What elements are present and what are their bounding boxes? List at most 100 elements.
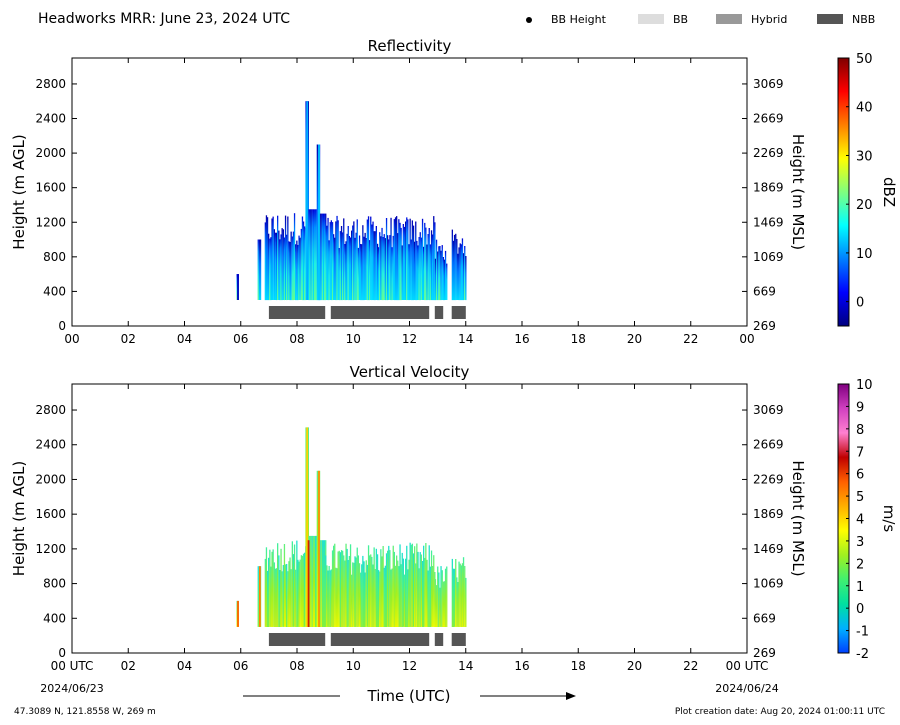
reflectivity-echo-column [393, 219, 395, 301]
velocity-echo-column [321, 540, 324, 627]
reflectivity-echo-column [399, 222, 401, 301]
reflectivity-echo-column [418, 237, 420, 301]
reflectivity-echo-column [380, 236, 382, 300]
reflectivity-y-tick-label: 1600 [35, 181, 66, 195]
velocity-x-tick-label: 00 UTC [726, 659, 769, 673]
reflectivity-echo-column [307, 101, 309, 300]
velocity-echo-column [360, 572, 362, 627]
reflectivity-echo-column [311, 209, 313, 301]
reflectivity-echo-column [439, 246, 441, 301]
date-end-label: 2024/06/24 [715, 682, 778, 695]
reflectivity-echo-column [371, 224, 373, 301]
reflectivity-y2-tick-label: 269 [753, 319, 776, 333]
reflectivity-echo-column [406, 217, 408, 301]
reflectivity-echo-column [361, 244, 363, 301]
reflectivity-colorbar-tick-label: 0 [856, 296, 864, 311]
reflectivity-echo-column [434, 258, 437, 301]
velocity-echo-column [391, 568, 393, 627]
velocity-echo-column [369, 555, 371, 627]
velocity-y2-tick-label: 1869 [753, 507, 784, 521]
velocity-echo-column [426, 559, 428, 627]
velocity-echo-column [322, 540, 325, 627]
reflectivity-echo-column [356, 219, 358, 300]
velocity-echo-column [408, 559, 410, 627]
velocity-echo-column [358, 563, 361, 627]
reflectivity-echo-column [427, 234, 429, 300]
reflectivity-echo-column [389, 235, 391, 300]
reflectivity-echo-column [375, 226, 377, 300]
velocity-echo-column [362, 555, 364, 627]
velocity-echo-column [344, 560, 346, 627]
reflectivity-x-tick-label: 08 [289, 332, 304, 346]
reflectivity-echo-column [351, 230, 353, 301]
reflectivity-echo-column [362, 225, 364, 301]
reflectivity-echo-column [415, 221, 417, 301]
velocity-nbb-bar [330, 633, 430, 646]
reflectivity-echo-column [309, 209, 311, 301]
reflectivity-echo-column [417, 245, 419, 300]
velocity-echo-column [271, 551, 273, 627]
reflectivity-echo-column [396, 216, 398, 301]
velocity-echo-column [347, 560, 349, 627]
reflectivity-echo-column [358, 235, 361, 300]
legend: BB Height BB Hybrid NBB [526, 13, 875, 26]
reflectivity-colorbar-tick-label: 10 [856, 247, 873, 262]
velocity-echo-column [357, 555, 359, 627]
reflectivity-echo-column [414, 241, 416, 300]
velocity-echo-column [446, 566, 448, 627]
velocity-echo-column [379, 571, 381, 627]
velocity-echo-column [398, 566, 400, 627]
velocity-echo-column [419, 552, 421, 627]
velocity-echo-column [266, 570, 269, 627]
legend-hybrid-label: Hybrid [751, 13, 787, 26]
reflectivity-echo-column [364, 232, 366, 300]
reflectivity-x-tick-label: 00 [64, 332, 79, 346]
velocity-y-tick-label: 2400 [35, 438, 66, 452]
reflectivity-echo-column [385, 218, 388, 301]
reflectivity-echo-column [292, 231, 295, 301]
velocity-x-tick-label: 00 UTC [51, 659, 94, 673]
reflectivity-echo-column [392, 235, 394, 300]
reflectivity-echo-column [321, 213, 324, 301]
velocity-echo-column [415, 563, 417, 627]
velocity-echo-column [428, 545, 430, 627]
velocity-echo-column [330, 569, 332, 627]
velocity-echo-column [452, 568, 455, 627]
reflectivity-echo-column [270, 237, 272, 301]
reflectivity-echo-column [296, 240, 298, 301]
velocity-echo-column [328, 566, 330, 627]
reflectivity-echo-column [326, 225, 328, 300]
velocity-echo-column [269, 549, 271, 627]
reflectivity-echo-column [465, 256, 467, 301]
velocity-echo-column [421, 561, 424, 627]
reflectivity-echo-column [297, 244, 299, 301]
reflectivity-echo-column [435, 239, 438, 301]
velocity-echo-column [383, 567, 385, 627]
reflectivity-echo-column [319, 213, 321, 301]
velocity-nbb-bar [434, 633, 444, 646]
reflectivity-y-tick-label: 2000 [35, 146, 66, 160]
reflectivity-echo-column [329, 222, 331, 300]
velocity-echo-column [300, 555, 302, 627]
reflectivity-echo-column [441, 245, 443, 300]
velocity-echo-column [405, 558, 407, 627]
velocity-echo-column [296, 540, 298, 627]
velocity-x-tick-label: 18 [571, 659, 586, 673]
reflectivity-echo-column [367, 216, 370, 301]
reflectivity-echo-column [388, 239, 390, 300]
reflectivity-streak [237, 274, 239, 300]
velocity-echo-column [310, 535, 312, 627]
velocity-y-axis-label: Height (m AGL) [10, 461, 28, 576]
reflectivity-echo-column [455, 233, 457, 301]
velocity-echo-column [457, 582, 459, 627]
reflectivity-nbb-bar [451, 306, 466, 319]
velocity-echo-column [298, 561, 300, 627]
reflectivity-echo-column [403, 226, 406, 300]
reflectivity-x-tick-label: 20 [627, 332, 642, 346]
velocity-echo-column [288, 561, 290, 627]
velocity-echo-column [427, 570, 429, 627]
reflectivity-echo-column [340, 226, 343, 301]
reflectivity-echo-column [333, 234, 335, 300]
velocity-y-tick-label: 1200 [35, 542, 66, 556]
